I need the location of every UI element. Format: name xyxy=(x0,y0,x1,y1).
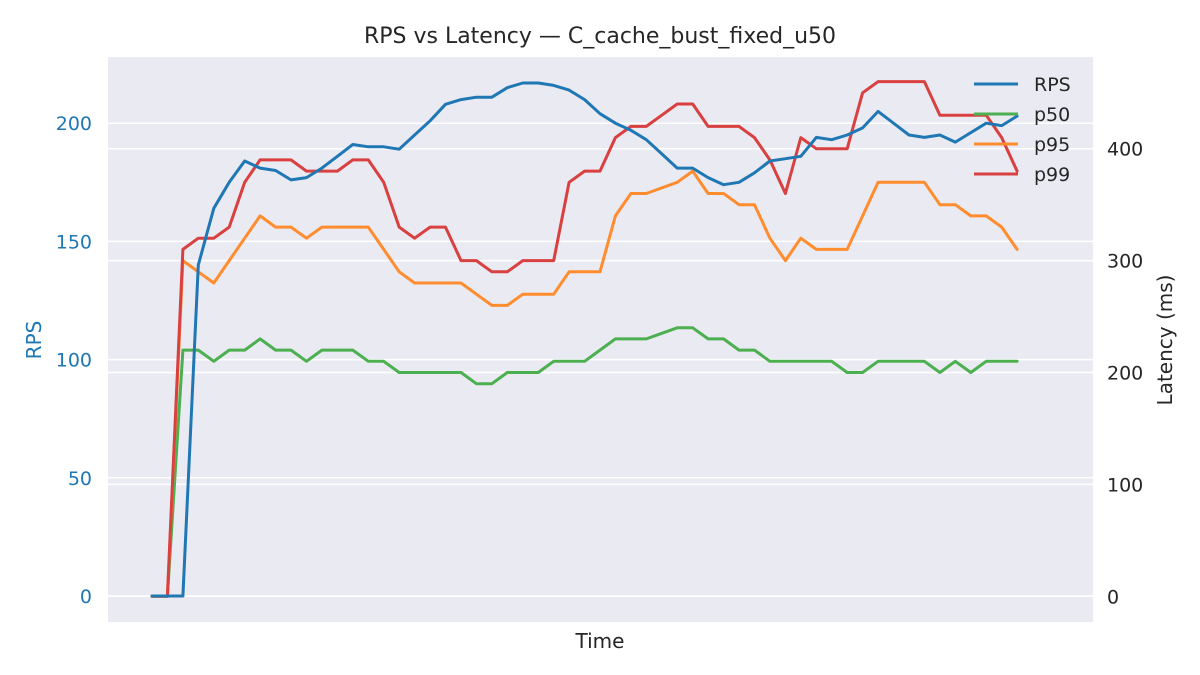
left-tick-label: 200 xyxy=(56,113,92,135)
left-axis-label: RPS xyxy=(22,321,46,360)
right-tick-label: 0 xyxy=(1107,586,1119,608)
series-line-rps xyxy=(150,81,1019,598)
left-axis-ticks: 0 50 100 150 200 xyxy=(56,113,92,608)
chart-title: RPS vs Latency — C_cache_bust_fixed_u50 xyxy=(364,24,836,49)
x-axis-label: Time xyxy=(575,629,625,653)
series-line-p99 xyxy=(150,80,1019,598)
right-tick-label: 400 xyxy=(1107,139,1143,161)
right-tick-label: 200 xyxy=(1107,363,1143,385)
right-axis-ticks: 0 100 200 300 400 xyxy=(1107,139,1143,609)
right-tick-label: 100 xyxy=(1107,474,1143,496)
plot-area xyxy=(108,57,1093,622)
right-gridlines xyxy=(108,147,1093,598)
legend-label-p95: p95 xyxy=(1034,134,1070,156)
legend: RPS p50 p95 p99 xyxy=(974,74,1071,186)
series-line-p95 xyxy=(150,169,1019,598)
series-line-p50 xyxy=(150,326,1019,598)
series-lines xyxy=(150,80,1019,598)
right-axis-label: Latency (ms) xyxy=(1153,275,1177,406)
legend-label-rps: RPS xyxy=(1034,74,1071,96)
legend-label-p50: p50 xyxy=(1034,104,1070,126)
left-tick-label: 0 xyxy=(80,586,92,608)
left-tick-label: 50 xyxy=(68,468,92,490)
left-tick-label: 100 xyxy=(56,350,92,372)
left-tick-label: 150 xyxy=(56,231,92,253)
right-tick-label: 300 xyxy=(1107,251,1143,273)
legend-label-p99: p99 xyxy=(1034,164,1070,186)
